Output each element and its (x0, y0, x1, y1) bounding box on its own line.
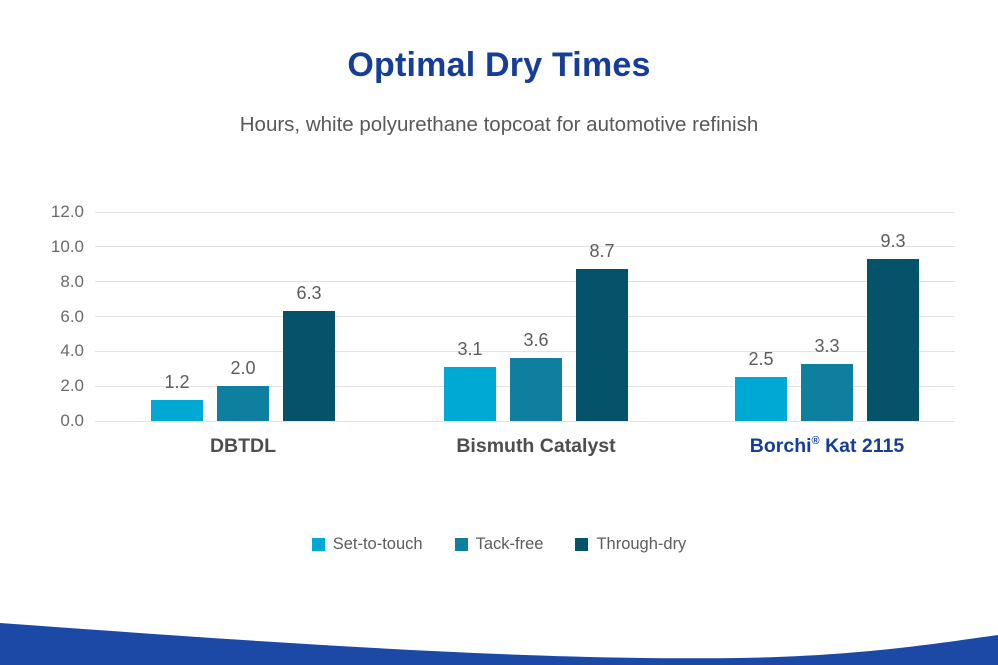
y-axis-tick-label: 12.0 (50, 202, 84, 221)
y-axis-tick-label: 0.0 (60, 411, 84, 430)
bottom-wave-decoration (0, 623, 998, 665)
legend-swatch-icon (575, 538, 589, 551)
bar-tack-free (510, 358, 562, 421)
bar-through-dry (576, 269, 628, 421)
bar-through-dry (283, 311, 335, 421)
y-axis-tick-label: 10.0 (50, 236, 84, 256)
legend-item-tack-free: Tack-free (454, 535, 544, 554)
bar-value-label: 8.7 (589, 241, 615, 261)
gridline (95, 246, 955, 248)
legend-swatch-icon (454, 538, 468, 551)
legend-item-through-dry: Through-dry (575, 535, 686, 554)
bar-set-to-touch (735, 377, 787, 421)
bar-value-label: 9.3 (880, 231, 906, 251)
category-label-3: Borchi® Kat 2115 (749, 435, 905, 457)
legend-label: Set-to-touch (332, 535, 423, 553)
bar-tack-free (217, 386, 269, 421)
legend-label: Through-dry (596, 535, 687, 553)
bar-value-label: 3.6 (523, 330, 549, 350)
bar-value-label: 3.3 (814, 336, 840, 356)
y-axis-tick-label: 8.0 (60, 271, 84, 291)
bar-set-to-touch (444, 367, 496, 421)
y-axis-tick-label: 4.0 (60, 341, 84, 361)
gridline (95, 211, 955, 213)
y-axis-tick-label: 2.0 (60, 376, 84, 396)
gridline (95, 281, 955, 283)
bar-value-label: 3.1 (457, 339, 483, 359)
bar-value-label: 2.5 (748, 349, 774, 369)
registered-trademark-symbol: ® (811, 435, 820, 447)
bar-through-dry (867, 259, 919, 421)
gridline (95, 350, 955, 352)
plot-area: 1.2 2.0 6.3 3.1 3.6 8.7 2.5 3.3 9.3 (95, 211, 955, 422)
category-label-2: Bismuth Catalyst (456, 435, 616, 457)
bar-value-label: 6.3 (296, 283, 322, 303)
bar-value-label: 2.0 (230, 358, 256, 378)
bar-set-to-touch (151, 400, 203, 421)
legend-item-set-to-touch: Set-to-touch (311, 535, 423, 554)
legend-swatch-icon (311, 538, 325, 551)
category-label-1: DBTDL (209, 435, 277, 457)
legend-label: Tack-free (475, 535, 544, 553)
chart-subtitle: Hours, white polyurethane topcoat for au… (239, 113, 759, 136)
y-axis-tick-label: 6.0 (60, 306, 84, 326)
bar-tack-free (801, 364, 853, 421)
chart-legend: Set-to-touch Tack-free Through-dry (0, 535, 998, 554)
gridline (95, 420, 955, 422)
gridline (95, 316, 955, 317)
bar-value-label: 1.2 (164, 372, 190, 392)
chart-title: Optimal Dry Times (347, 46, 651, 84)
